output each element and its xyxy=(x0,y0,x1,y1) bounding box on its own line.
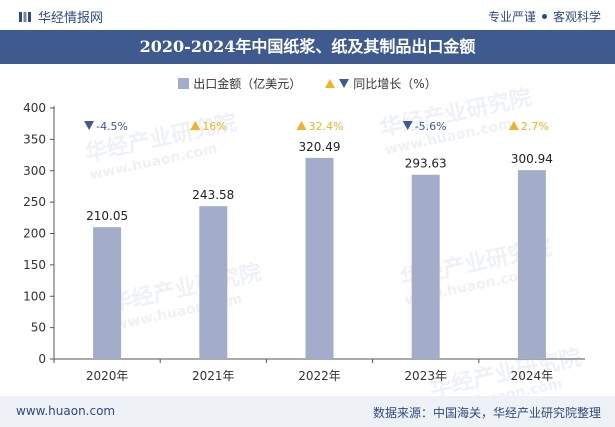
bar-value-label: 293.63 xyxy=(405,157,447,171)
bar xyxy=(305,157,334,359)
x-tick-label: 2021年 xyxy=(192,369,235,383)
chart-legend: 出口金额（亿美元） 同比增长（%） xyxy=(0,74,615,92)
bar xyxy=(199,206,228,359)
x-tick-label: 2022年 xyxy=(298,369,341,383)
growth-down-triangle-icon xyxy=(84,121,95,130)
legend-item-bars[interactable]: 出口金额（亿美元） xyxy=(178,75,301,92)
tagline: 专业严谨 客观科学 xyxy=(488,8,601,25)
footer: www.huaon.com 数据来源：中国海关，华经产业研究院整理 xyxy=(0,396,615,427)
bar xyxy=(93,227,122,359)
bar-value-label: 210.05 xyxy=(86,209,128,223)
triangle-down-icon xyxy=(339,78,350,88)
footer-source: 数据来源：中国海关，华经产业研究院整理 xyxy=(372,406,601,420)
bar-value-label: 320.49 xyxy=(299,140,341,154)
title-bar: 2020-2024年中国纸浆、纸及其制品出口金额 xyxy=(0,30,615,64)
growth-label: 16% xyxy=(202,120,226,133)
x-tick-label: 2023年 xyxy=(404,369,447,383)
growth-label: 32.4% xyxy=(309,120,344,133)
y-tick-label: 400 xyxy=(23,101,46,115)
separator-dot-icon xyxy=(541,14,547,19)
y-tick-label: 150 xyxy=(23,258,46,272)
brand[interactable]: 华经情报网 xyxy=(18,7,103,26)
brand-logo-icon xyxy=(19,11,31,22)
triangle-up-icon xyxy=(325,78,336,88)
top-bar: 华经情报网 专业严谨 客观科学 xyxy=(0,0,615,30)
brand-name: 华经情报网 xyxy=(38,11,104,26)
x-tick-label: 2020年 xyxy=(86,369,129,383)
bar-chart: 0 50 100 150 200 250 300 350 400 2020年 210.05 -4.5%… xyxy=(23,101,585,383)
growth-label: -4.5% xyxy=(96,120,128,133)
legend-item-growth[interactable]: 同比增长（%） xyxy=(325,75,437,92)
legend-bar-label: 出口金额（亿美元） xyxy=(193,76,302,91)
growth-down-triangle-icon xyxy=(402,121,413,130)
legend-growth-label: 同比增长（%） xyxy=(353,76,437,91)
tagline-left: 专业严谨 xyxy=(487,10,536,24)
y-tick-label: 50 xyxy=(31,321,46,335)
tagline-right: 客观科学 xyxy=(552,10,601,24)
y-tick-label: 300 xyxy=(23,164,46,178)
bar-value-label: 300.94 xyxy=(511,152,553,166)
y-tick-label: 350 xyxy=(23,132,46,146)
growth-label: 2.7% xyxy=(521,120,549,133)
y-tick-label: 200 xyxy=(23,227,46,241)
bar-swatch-icon xyxy=(178,77,190,89)
bar xyxy=(517,170,546,359)
growth-label: -5.6% xyxy=(415,120,447,133)
footer-website[interactable]: www.huaon.com xyxy=(16,404,116,418)
bar xyxy=(411,174,440,359)
y-tick-label: 0 xyxy=(38,352,46,366)
bar-value-label: 243.58 xyxy=(192,188,234,202)
growth-up-triangle-icon xyxy=(296,121,307,130)
y-tick-label: 100 xyxy=(23,289,46,303)
y-tick-label: 250 xyxy=(23,195,46,209)
x-tick-label: 2024年 xyxy=(511,369,554,383)
growth-up-triangle-icon xyxy=(508,121,519,130)
growth-up-triangle-icon xyxy=(190,121,201,130)
chart-title: 2020-2024年中国纸浆、纸及其制品出口金额 xyxy=(139,37,476,56)
